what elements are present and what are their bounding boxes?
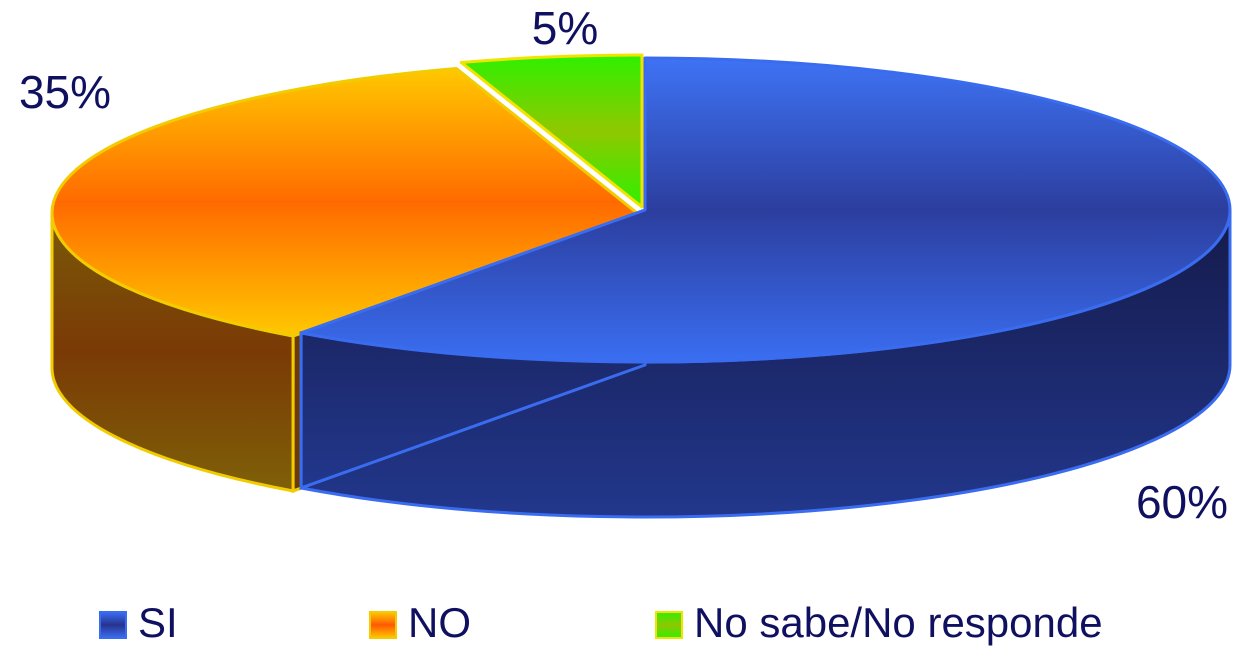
slice-top-no xyxy=(50,66,639,338)
data-label-no: 35% xyxy=(19,66,111,118)
legend-label: NO xyxy=(408,599,471,646)
slice-top-no-sabe-no-responde xyxy=(459,53,644,209)
slice-si xyxy=(299,56,1232,519)
legend-swatch xyxy=(369,611,397,639)
legend-swatch xyxy=(99,611,127,639)
legend: SI NO No sabe/No responde xyxy=(99,599,1103,646)
data-label-si: 60% xyxy=(1136,476,1228,528)
slice-top-si xyxy=(299,56,1232,364)
legend-label: SI xyxy=(138,599,178,646)
slice-no-sabe-no-responde xyxy=(459,53,644,209)
legend-item-si: SI xyxy=(99,599,178,646)
legend-item-no: NO xyxy=(369,599,471,646)
legend-swatch xyxy=(655,611,683,639)
pie-slices xyxy=(50,53,1232,519)
data-label-no-sabe-no-responde: 5% xyxy=(532,2,598,54)
legend-item-no-sabe-no-responde: No sabe/No responde xyxy=(655,599,1103,646)
legend-label: No sabe/No responde xyxy=(694,599,1103,646)
data-labels: 60% 35% 5% xyxy=(19,2,1228,528)
